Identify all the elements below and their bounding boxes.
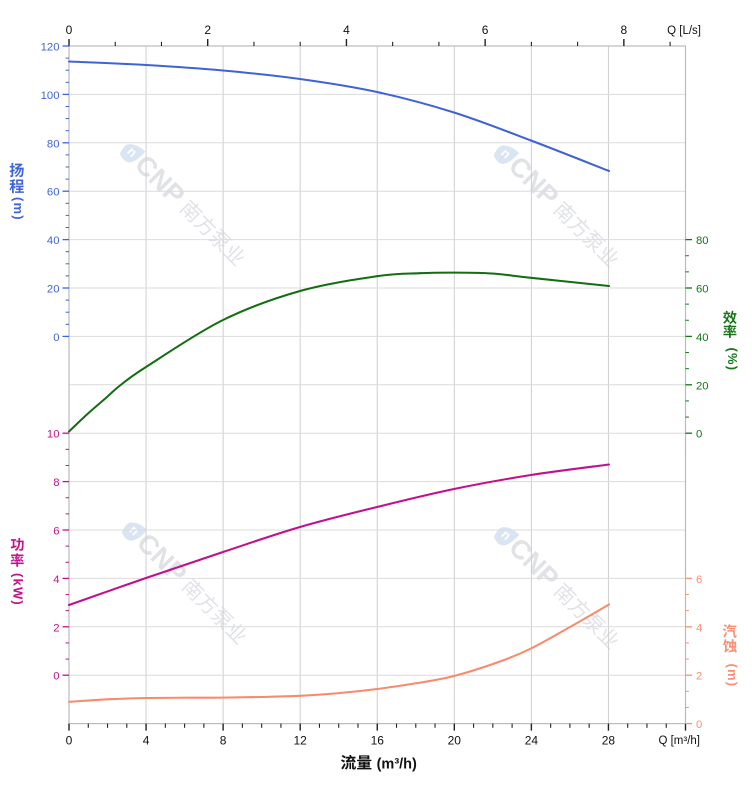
svg-text:4: 4 xyxy=(696,622,702,634)
svg-text:20: 20 xyxy=(47,284,60,296)
svg-text:80: 80 xyxy=(696,235,709,247)
svg-text:2: 2 xyxy=(53,622,59,634)
svg-text:80: 80 xyxy=(47,138,60,150)
svg-text:60: 60 xyxy=(696,284,709,296)
svg-text:0: 0 xyxy=(696,429,702,441)
svg-text:(kW): (kW) xyxy=(11,573,26,606)
svg-text:8: 8 xyxy=(220,734,227,748)
svg-text:40: 40 xyxy=(47,235,60,247)
svg-text:8: 8 xyxy=(53,477,59,489)
svg-text:(m³/h): (m³/h) xyxy=(377,756,417,772)
svg-text:4: 4 xyxy=(143,734,150,748)
svg-text:6: 6 xyxy=(482,23,489,37)
svg-text:Q [m³/h]: Q [m³/h] xyxy=(658,735,700,747)
svg-text:12: 12 xyxy=(294,734,308,748)
svg-text:120: 120 xyxy=(41,42,60,54)
svg-text:20: 20 xyxy=(448,734,462,748)
svg-text:0: 0 xyxy=(66,23,73,37)
svg-text:20: 20 xyxy=(696,380,709,392)
svg-text:0: 0 xyxy=(696,719,702,731)
svg-text:0: 0 xyxy=(53,332,59,344)
svg-text:24: 24 xyxy=(525,734,539,748)
svg-text:60: 60 xyxy=(47,187,60,199)
svg-text:8: 8 xyxy=(621,23,628,37)
svg-text:28: 28 xyxy=(602,734,616,748)
svg-text:40: 40 xyxy=(696,332,709,344)
svg-text:0: 0 xyxy=(66,734,73,748)
svg-text:6: 6 xyxy=(53,526,59,538)
svg-text:100: 100 xyxy=(41,90,60,102)
svg-text:(%): (%) xyxy=(725,348,740,372)
svg-text:4: 4 xyxy=(343,23,350,37)
svg-text:6: 6 xyxy=(696,574,702,586)
svg-text:Q [L/s]: Q [L/s] xyxy=(667,25,701,37)
svg-text:4: 4 xyxy=(53,574,59,586)
svg-text:0: 0 xyxy=(53,671,59,683)
svg-text:(m): (m) xyxy=(725,664,740,688)
svg-text:10: 10 xyxy=(47,429,60,441)
svg-text:(m): (m) xyxy=(11,197,26,221)
svg-text:2: 2 xyxy=(696,671,702,683)
svg-text:2: 2 xyxy=(204,23,211,37)
svg-text:16: 16 xyxy=(371,734,385,748)
